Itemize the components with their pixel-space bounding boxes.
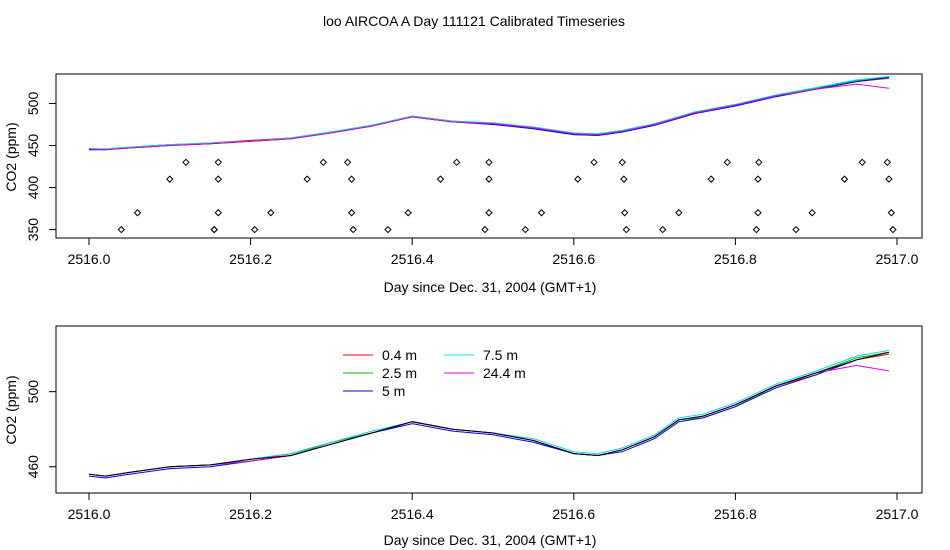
valve-point	[792, 225, 800, 234]
valve-point	[319, 158, 328, 167]
series-line-2-5-m	[89, 76, 889, 150]
y-tick-label: 500	[25, 92, 41, 116]
valve-point	[485, 158, 493, 167]
valve-point	[754, 175, 762, 183]
valve-point	[166, 175, 174, 183]
valve-point	[752, 225, 761, 234]
figure-title: loo AIRCOA A Day 111121 Calibrated Times…	[323, 13, 625, 29]
valve-point	[250, 225, 259, 234]
y-tick-label: 450	[25, 134, 41, 158]
legend: 0.4 m 2.5 m 5 m 7.5 m 24.4 m	[343, 347, 526, 399]
valve-point	[858, 158, 866, 167]
valve-point	[620, 175, 628, 183]
valve-point	[303, 175, 311, 183]
series-line-24-4-m	[88, 83, 889, 151]
y-axis-label: CO2 (ppm)	[3, 122, 19, 191]
valve-point	[622, 225, 631, 234]
x-tick-label: 2516.0	[68, 251, 111, 267]
valve-point	[214, 158, 222, 167]
legend-label-7-5m: 7.5 m	[483, 347, 518, 363]
valve-point	[618, 158, 626, 167]
chart-panel-bottom: 2516.0 2516.2 2516.4 2516.6 2516.8 2517.0 460 5…	[3, 325, 923, 548]
x-tick-label: 2516.2	[229, 251, 272, 267]
valve-point	[343, 158, 352, 167]
valve-point	[887, 209, 896, 217]
valve-point	[133, 209, 142, 217]
series-line-0-4-m	[88, 77, 889, 151]
x-tick-label: 2516.8	[714, 251, 757, 267]
valve-point	[349, 225, 357, 234]
valve-point	[347, 209, 356, 217]
y-tick-label: 400	[25, 176, 41, 200]
series-line-24-4-m	[88, 364, 889, 477]
plot-frame	[55, 73, 923, 239]
valve-point	[883, 158, 892, 167]
valve-point	[658, 225, 667, 234]
valve-point	[675, 209, 683, 217]
valve-point	[485, 175, 493, 183]
x-axis-label: Day since Dec. 31, 2004 (GMT+1)	[384, 279, 597, 295]
valve-point	[452, 158, 461, 167]
valve-point	[267, 209, 275, 217]
valve-point	[590, 158, 598, 167]
y-axis-label: CO2 (ppm)	[3, 375, 19, 444]
x-axis-label: Day since Dec. 31, 2004 (GMT+1)	[384, 532, 597, 548]
x-tick-label: 2516.4	[391, 506, 434, 522]
plot-frame	[55, 325, 923, 494]
marks-layer	[88, 76, 897, 234]
valve-point	[404, 209, 412, 217]
axes-layer: 2516.0 2516.2 2516.4 2516.6 2516.8 2517.0 460 5…	[25, 380, 919, 522]
legend-label-2-5m: 2.5 m	[382, 365, 417, 381]
x-tick-label: 2516.8	[714, 506, 757, 522]
y-tick-label: 500	[25, 380, 41, 404]
series-line-5-m	[89, 76, 889, 151]
x-tick-label: 2516.4	[391, 251, 434, 267]
valve-point	[755, 158, 763, 167]
valve-point	[574, 175, 582, 183]
marks-layer	[88, 349, 890, 479]
valve-point	[521, 225, 530, 234]
valve-point	[840, 175, 849, 183]
valve-point	[214, 175, 222, 183]
series-line-7-5-m	[89, 76, 889, 150]
valve-point	[808, 209, 816, 217]
x-tick-label: 2516.0	[68, 506, 111, 522]
valve-point	[384, 225, 392, 234]
legend-label-24-4m: 24.4 m	[483, 365, 526, 381]
valve-point	[214, 209, 222, 217]
valve-point	[885, 175, 893, 183]
chart-panel-top: 2516.0 2516.2 2516.4 2516.6 2516.8 2517.0 350 4…	[3, 73, 923, 295]
valve-point	[707, 175, 715, 183]
valve-point	[347, 175, 356, 183]
y-tick-label: 350	[25, 218, 41, 242]
axes-layer: 2516.0 2516.2 2516.4 2516.6 2516.8 2517.0 350 4…	[25, 92, 919, 267]
valve-point	[537, 209, 546, 217]
valve-point	[620, 209, 629, 217]
x-tick-label: 2516.6	[552, 251, 595, 267]
series-line-5-m	[88, 351, 890, 479]
y-tick-label: 460	[25, 455, 41, 479]
x-tick-label: 2517.0	[876, 506, 919, 522]
x-tick-label: 2517.0	[876, 251, 919, 267]
legend-label-5m: 5 m	[382, 383, 405, 399]
valve-point	[436, 175, 445, 183]
valve-point	[754, 209, 762, 217]
valve-point	[485, 209, 493, 217]
legend-label-0-4m: 0.4 m	[382, 347, 417, 363]
series-line-extra	[88, 351, 890, 477]
valve-point	[481, 225, 489, 234]
valve-point	[210, 225, 218, 234]
x-tick-label: 2516.2	[229, 506, 272, 522]
valve-point	[723, 158, 732, 167]
valve-point	[889, 225, 897, 234]
valve-point	[210, 225, 218, 234]
valve-point	[182, 158, 190, 167]
valve-point	[117, 225, 126, 234]
x-tick-label: 2516.6	[552, 506, 595, 522]
